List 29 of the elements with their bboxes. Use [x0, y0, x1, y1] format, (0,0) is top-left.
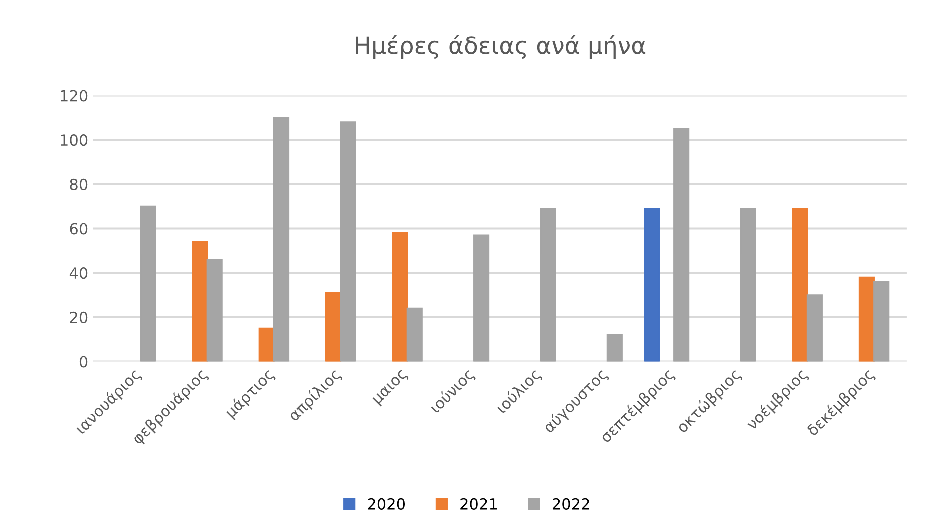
y-tick-label: 40: [70, 268, 88, 280]
bar: [806, 294, 823, 362]
bar: [140, 206, 156, 362]
y-tick-label: 20: [70, 312, 88, 324]
bar: [858, 276, 875, 362]
bar: [326, 292, 342, 362]
y-tick-label: 0: [80, 356, 88, 368]
legend-label: 2021: [460, 498, 497, 510]
bar: [474, 234, 490, 362]
legend-label: 2022: [552, 498, 590, 510]
y-tick-label: 80: [70, 178, 88, 190]
y-tick-label: 100: [61, 134, 88, 146]
bar: [540, 208, 556, 362]
bar: [606, 334, 623, 362]
bar: [406, 308, 423, 362]
bar: [274, 117, 290, 362]
bar: [192, 241, 208, 362]
bar: [740, 208, 756, 362]
legend-label: 2020: [368, 498, 406, 510]
bar: [644, 208, 660, 362]
bar: [674, 128, 690, 362]
bar: [206, 259, 223, 362]
y-tick-label: 60: [70, 223, 88, 235]
bar: [792, 208, 808, 362]
bar: [340, 122, 356, 362]
bar: [392, 232, 408, 362]
y-tick-label: 120: [61, 90, 88, 102]
chart-title: Ημέρες άδειας ανά μήνα: [356, 35, 646, 60]
bar: [874, 281, 890, 362]
